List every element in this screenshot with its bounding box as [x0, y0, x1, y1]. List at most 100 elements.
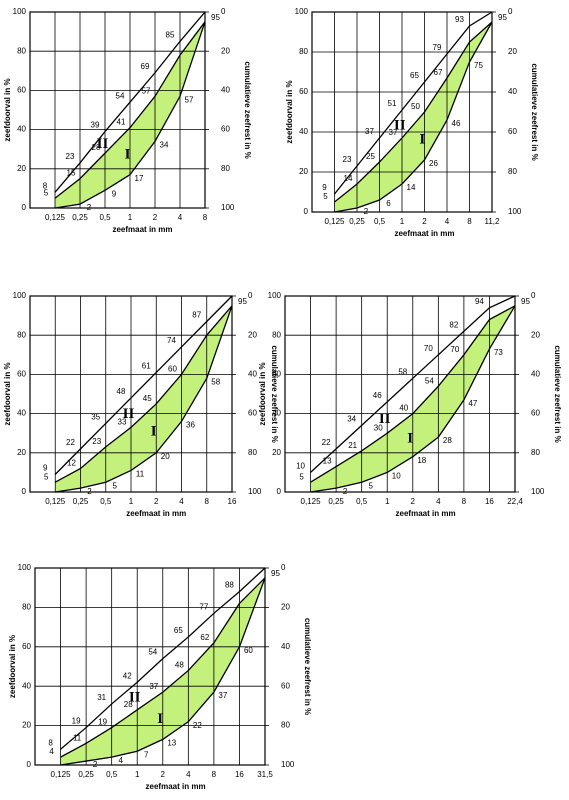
y-axis-title: zeefdoorval in %	[258, 362, 267, 425]
y-tick-label: 20	[17, 448, 26, 457]
value-label: 61	[142, 362, 151, 371]
y-tick-label: 60	[17, 370, 26, 379]
value-label: 69	[141, 62, 150, 71]
y2-tick-label: 0	[248, 291, 253, 300]
plot-frame	[29, 295, 233, 493]
value-label: 11	[136, 470, 145, 479]
value-label: 45	[143, 394, 152, 403]
y-tick-label: 60	[272, 370, 281, 379]
value-label: 9	[112, 189, 117, 198]
y-tick-label: 40	[17, 125, 26, 134]
y2-tick-label: 20	[248, 330, 257, 339]
y-tick-label: 100	[295, 7, 309, 16]
y2-axis-title: cumulatieve zeefrest in %	[243, 61, 252, 158]
value-label: 95	[238, 297, 247, 306]
x-tick-label: 8	[212, 770, 217, 779]
x-tick-label: 2	[422, 217, 427, 226]
x-tick-label: 4	[178, 213, 183, 222]
y2-tick-label: 80	[221, 164, 230, 173]
x-tick-label: 0,25	[328, 497, 344, 506]
x-tick-label: 11,2	[485, 217, 501, 226]
y-axis-title: zeefdoorval in %	[8, 635, 17, 698]
x-tick-label: 2	[154, 497, 159, 506]
x-tick-label: 4	[186, 770, 191, 779]
y2-tick-label: 60	[531, 409, 540, 418]
y-tick-label: 20	[299, 167, 308, 176]
y2-tick-label: 100	[531, 487, 545, 496]
x-tick-label: 1	[135, 770, 140, 779]
value-label: 7	[144, 750, 149, 759]
x-tick-label: 0,25	[78, 770, 94, 779]
value-label: 22	[66, 438, 75, 447]
value-label: 85	[166, 31, 175, 40]
x-tick-label: 1	[400, 217, 405, 226]
value-label: 14	[407, 183, 416, 192]
x-tick-label: 1	[128, 213, 133, 222]
y-tick-label: 100	[268, 291, 282, 300]
value-label: 28	[92, 143, 101, 152]
curve	[54, 21, 206, 209]
value-label: 51	[388, 99, 397, 108]
y2-tick-label: 60	[221, 125, 230, 134]
value-label: 21	[348, 441, 357, 450]
value-label: 58	[398, 367, 407, 376]
y2-tick-label: 0	[221, 7, 226, 16]
x-tick-label: 0,125	[324, 217, 345, 226]
value-label: 95	[271, 569, 280, 578]
value-label: 2	[87, 203, 92, 212]
y2-axis-title: cumulatieve zeefrest in %	[553, 345, 562, 442]
y-tick-label: 100	[13, 7, 27, 16]
value-label: 87	[192, 311, 201, 320]
value-label: 48	[117, 387, 126, 396]
value-label: 2	[343, 487, 348, 496]
value-label: 95	[211, 13, 220, 22]
x-tick-label: 1	[385, 497, 390, 506]
plot-frame	[34, 567, 266, 766]
x-tick-label: 0,5	[100, 497, 112, 506]
y2-tick-label: 20	[221, 46, 230, 55]
value-label: 37	[218, 691, 227, 700]
x-axis-title: zeefmaat in mm	[112, 225, 172, 234]
value-label: 50	[411, 102, 420, 111]
x-tick-label: 0,125	[51, 770, 72, 779]
x-tick-label: 0,5	[356, 497, 368, 506]
value-label: 58	[211, 377, 220, 386]
y-tick-label: 60	[299, 87, 308, 96]
y2-tick-label: 40	[531, 370, 540, 379]
value-label: 47	[468, 399, 477, 408]
x-tick-label: 0,125	[45, 213, 66, 222]
value-label: 6	[386, 199, 391, 208]
y2-tick-label: 20	[531, 330, 540, 339]
value-label: 67	[434, 68, 443, 77]
value-label: 95	[521, 297, 530, 306]
value-label: 25	[366, 152, 375, 161]
y-tick-label: 0	[277, 487, 282, 496]
value-label: 94	[475, 297, 484, 306]
zone-label: II	[379, 411, 391, 427]
curve	[310, 295, 516, 473]
zone-label: I	[407, 431, 413, 447]
value-label: 20	[161, 452, 170, 461]
value-label: 9	[322, 183, 327, 192]
value-label: 18	[417, 456, 426, 465]
x-tick-label: 2	[153, 213, 158, 222]
x-tick-label: 22,4	[507, 497, 523, 506]
y2-tick-label: 100	[508, 207, 522, 216]
value-label: 19	[72, 717, 81, 726]
value-label: 37	[389, 128, 398, 137]
y-tick-label: 60	[22, 642, 31, 651]
curve	[334, 21, 493, 203]
y2-tick-label: 80	[531, 448, 540, 457]
x-tick-label: 2	[161, 770, 166, 779]
y-axis-title: zeefdoorval in %	[285, 80, 294, 143]
value-label: 11	[73, 733, 82, 742]
x-tick-label: 8	[467, 217, 472, 226]
value-label: 70	[450, 345, 459, 354]
x-tick-label: 2	[411, 497, 416, 506]
value-label: 12	[67, 459, 76, 468]
value-label: 65	[410, 71, 419, 80]
zone-label: II	[129, 689, 141, 705]
value-label: 60	[168, 365, 177, 374]
